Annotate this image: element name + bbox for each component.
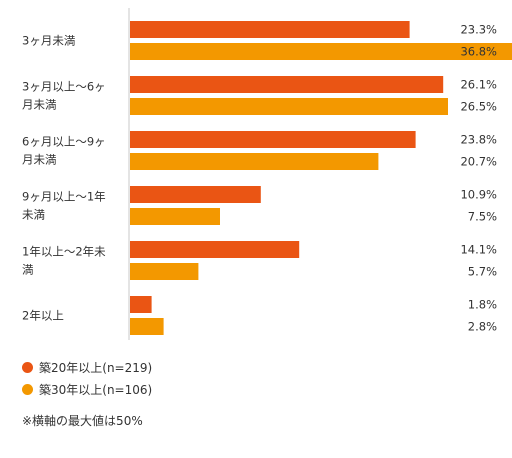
legend-label-series-2: 築30年以上(n=106) <box>39 383 153 397</box>
bar-2 <box>130 263 199 280</box>
bar-1 <box>130 21 410 38</box>
category-label: 3ヶ月以上〜6ヶ <box>22 80 106 94</box>
bar-1 <box>130 241 300 258</box>
value-label: 5.7% <box>468 265 497 279</box>
value-label: 23.8% <box>460 133 497 147</box>
bar-2 <box>130 43 512 60</box>
category-label: 満 <box>22 263 34 277</box>
value-label: 20.7% <box>460 155 497 169</box>
bar-1 <box>130 131 416 148</box>
category-label: 3ヶ月未満 <box>22 34 75 48</box>
axis-max-note: ※横軸の最大値は50% <box>22 414 143 428</box>
category-label: 1年以上〜2年未 <box>22 245 106 259</box>
value-label: 23.3% <box>460 23 497 37</box>
legend-label-series-1: 築20年以上(n=219) <box>39 361 153 375</box>
bar-1 <box>130 296 152 313</box>
bar-2 <box>130 153 379 170</box>
category-label: 月未満 <box>22 98 57 112</box>
value-label: 1.8% <box>468 298 497 312</box>
category-label: 2年以上 <box>22 309 64 323</box>
category-label: 未満 <box>22 208 45 222</box>
legend-item-series-1: 築20年以上(n=219) <box>22 359 152 376</box>
value-label: 26.5% <box>460 100 497 114</box>
value-label: 7.5% <box>468 210 497 224</box>
bar-2 <box>130 208 220 225</box>
value-label: 10.9% <box>460 188 497 202</box>
legend-marker-series-1 <box>22 362 33 373</box>
value-label: 14.1% <box>460 243 497 257</box>
bar-1 <box>130 76 444 93</box>
value-label: 36.8% <box>460 45 497 59</box>
legend-marker-series-2 <box>22 384 33 395</box>
value-label: 26.1% <box>460 78 497 92</box>
category-label: 9ヶ月以上〜1年 <box>22 190 106 204</box>
category-label: 月未満 <box>22 153 57 167</box>
bar-2 <box>130 98 448 115</box>
category-label: 6ヶ月以上〜9ヶ <box>22 135 106 149</box>
bar-2 <box>130 318 164 335</box>
value-label: 2.8% <box>468 320 497 334</box>
bar-1 <box>130 186 261 203</box>
legend-item-series-2: 築30年以上(n=106) <box>22 381 152 398</box>
